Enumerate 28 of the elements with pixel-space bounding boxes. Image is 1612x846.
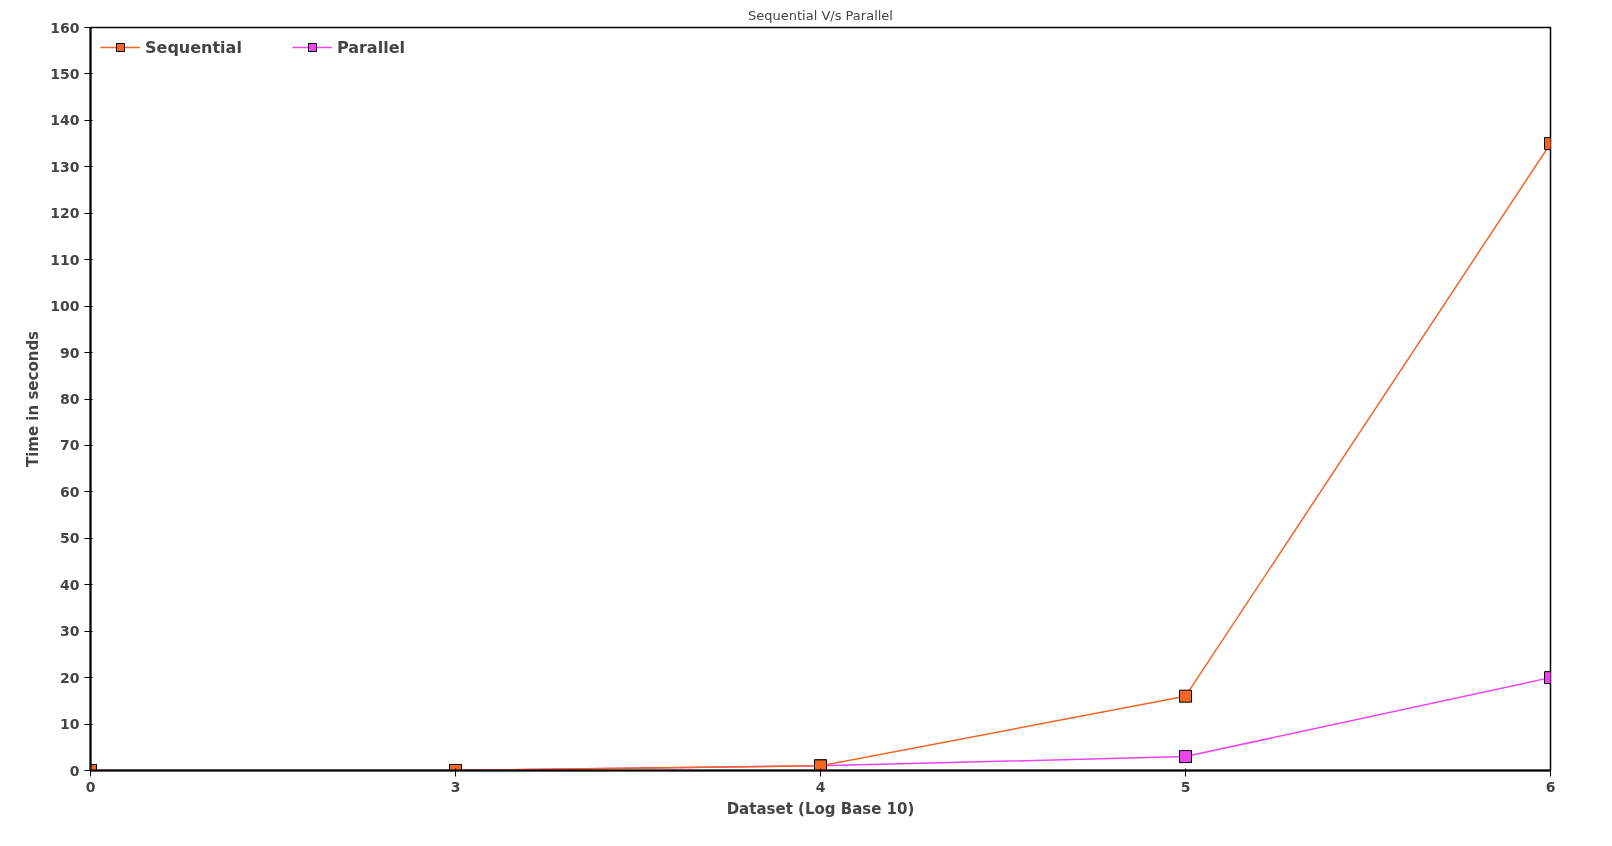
x-tick-label: 3 xyxy=(450,778,461,795)
y-tick-label: 0 xyxy=(69,762,80,779)
legend-label: Parallel xyxy=(336,37,405,57)
y-tick-label: 10 xyxy=(60,716,80,733)
x-tick-label: 4 xyxy=(815,778,826,795)
y-tick-label: 80 xyxy=(60,391,80,407)
y-tick-label: 60 xyxy=(60,483,80,500)
y-tick-label: 110 xyxy=(50,251,80,268)
y-tick-label: 20 xyxy=(60,669,80,686)
chart-title: Sequential V/s Parallel xyxy=(748,7,893,23)
y-tick-label: 40 xyxy=(60,576,80,593)
y-tick-label: 50 xyxy=(60,530,80,547)
x-axis-title: Dataset (Log Base 10) xyxy=(726,799,915,818)
x-tick-label: 6 xyxy=(1545,778,1556,795)
y-tick-label: 90 xyxy=(60,344,80,361)
x-tick-label: 0 xyxy=(85,778,96,795)
y-tick-label: 160 xyxy=(50,19,80,36)
y-tick-label: 100 xyxy=(50,298,80,315)
point xyxy=(1179,689,1192,703)
y-tick-label: 70 xyxy=(60,437,80,454)
y-axis-title: Time in seconds xyxy=(24,330,43,468)
y-tick-label: 120 xyxy=(50,205,80,222)
y-tick-label: 30 xyxy=(60,623,80,640)
x-tick-label: 5 xyxy=(1180,778,1191,795)
y-tick-label: 150 xyxy=(50,65,80,82)
y-tick-label: 140 xyxy=(50,112,80,129)
y-tick-label: 130 xyxy=(50,158,80,175)
legend-label: Sequential xyxy=(145,37,242,57)
